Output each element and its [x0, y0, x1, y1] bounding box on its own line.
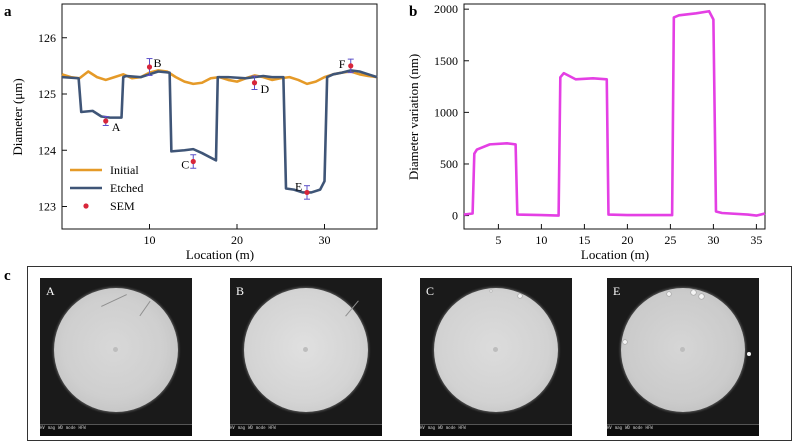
- chart-b-plot-frame: [463, 3, 766, 230]
- surface-particle: [490, 290, 492, 292]
- sem-point-label: C: [181, 158, 189, 172]
- sem-point-label: F: [339, 57, 346, 71]
- sem-image-label: B: [236, 284, 245, 298]
- sem-point-label: D: [261, 82, 270, 96]
- chart-a-sem-points: A B C D E F: [102, 56, 354, 200]
- surface-particle: [747, 352, 751, 356]
- surface-particle: [518, 294, 522, 298]
- sem-info-bar: HV mag WD mode HFW: [607, 424, 759, 436]
- sem-info-bar: HV mag WD mode HFW: [40, 424, 192, 436]
- x-tick-label: 30: [319, 233, 331, 247]
- surface-particle: [691, 290, 696, 295]
- chart-b-y-ticks: 0 500 1000 1500 2000: [434, 2, 469, 223]
- chart-b-y-axis-label: Diameter variation (nm): [406, 54, 421, 180]
- sem-image-c: C HV mag WD mode HFW: [420, 278, 572, 436]
- y-tick-label: 125: [38, 87, 56, 101]
- chart-a-plot-frame: [61, 3, 378, 230]
- sem-image-e: E HV mag WD mode HFW: [607, 278, 759, 436]
- sem-point-label: E: [295, 179, 302, 193]
- x-tick-label: 20: [231, 233, 243, 247]
- x-tick-label: 5: [495, 233, 501, 247]
- sem-point: [348, 63, 354, 69]
- x-tick-label: 10: [144, 233, 156, 247]
- chart-a-lines: [61, 69, 378, 194]
- sem-point-label: A: [112, 120, 121, 134]
- sem-point: [251, 80, 258, 86]
- x-tick-label: 20: [621, 233, 633, 247]
- y-tick-label: 2000: [434, 2, 458, 16]
- sem-point: [103, 118, 109, 124]
- chart-a-legend: Initial Etched SEM: [70, 163, 143, 213]
- sem-point-label: B: [154, 56, 162, 70]
- panel-c-frame: [27, 266, 792, 441]
- sem-image-label: E: [613, 284, 621, 298]
- chart-a: 123 124 125 126 10 20 30 A B C D E F Initial Etched…: [10, 3, 378, 262]
- chart-a-axes: [61, 3, 378, 230]
- surface-particle: [667, 292, 671, 296]
- legend-swatch: [83, 203, 89, 209]
- chart-b-lines: [463, 9, 766, 217]
- surface-particle: [699, 294, 704, 299]
- sem-point: [146, 64, 153, 70]
- sem-image-a: A HV mag WD mode HFW: [40, 278, 192, 436]
- sem-info-bar: HV mag WD mode HFW: [420, 424, 572, 436]
- sem-image-label: C: [426, 284, 435, 298]
- chart-b-x-ticks: 5 10 15 20 25 30 35: [495, 224, 762, 247]
- legend-label: Etched: [110, 181, 143, 195]
- y-tick-label: 1000: [434, 105, 458, 119]
- fiber-core: [493, 347, 498, 352]
- chart-a-x-ticks: 10 20 30: [144, 224, 331, 247]
- chart-b-x-axis-label: Location (m): [581, 247, 649, 262]
- surface-particle: [623, 340, 627, 344]
- chart-a-y-ticks: 123 124 125 126: [38, 31, 67, 214]
- x-tick-label: 35: [750, 233, 762, 247]
- panel-c-letter: c: [4, 268, 11, 284]
- fiber-core: [680, 347, 685, 352]
- legend-label: SEM: [110, 199, 135, 213]
- series-line-diameter-variation: [463, 9, 766, 217]
- x-tick-label: 25: [664, 233, 676, 247]
- x-tick-label: 15: [578, 233, 590, 247]
- series-line-etched: [61, 69, 378, 194]
- y-tick-label: 1500: [434, 54, 458, 68]
- chart-a-y-axis-label: Diameter (μm): [10, 78, 25, 155]
- y-tick-label: 123: [38, 200, 56, 214]
- x-tick-label: 30: [707, 233, 719, 247]
- sem-image-label: A: [46, 284, 55, 298]
- y-tick-label: 500: [440, 157, 458, 171]
- sem-point: [190, 158, 196, 165]
- y-tick-label: 0: [452, 209, 458, 223]
- y-tick-label: 126: [38, 31, 56, 45]
- y-tick-label: 124: [38, 143, 56, 157]
- fiber-core: [113, 347, 118, 352]
- chart-a-x-axis-label: Location (m): [186, 247, 254, 262]
- sem-point: [304, 189, 310, 196]
- sem-image-b: B HV mag WD mode HFW: [230, 278, 382, 436]
- x-tick-label: 10: [535, 233, 547, 247]
- fiber-core: [303, 347, 308, 352]
- legend-label: Initial: [110, 163, 139, 177]
- chart-b: 0 500 1000 1500 2000 5 10 15 20 25 30 35 Diameter …: [406, 2, 766, 262]
- sem-info-bar: HV mag WD mode HFW: [230, 424, 382, 436]
